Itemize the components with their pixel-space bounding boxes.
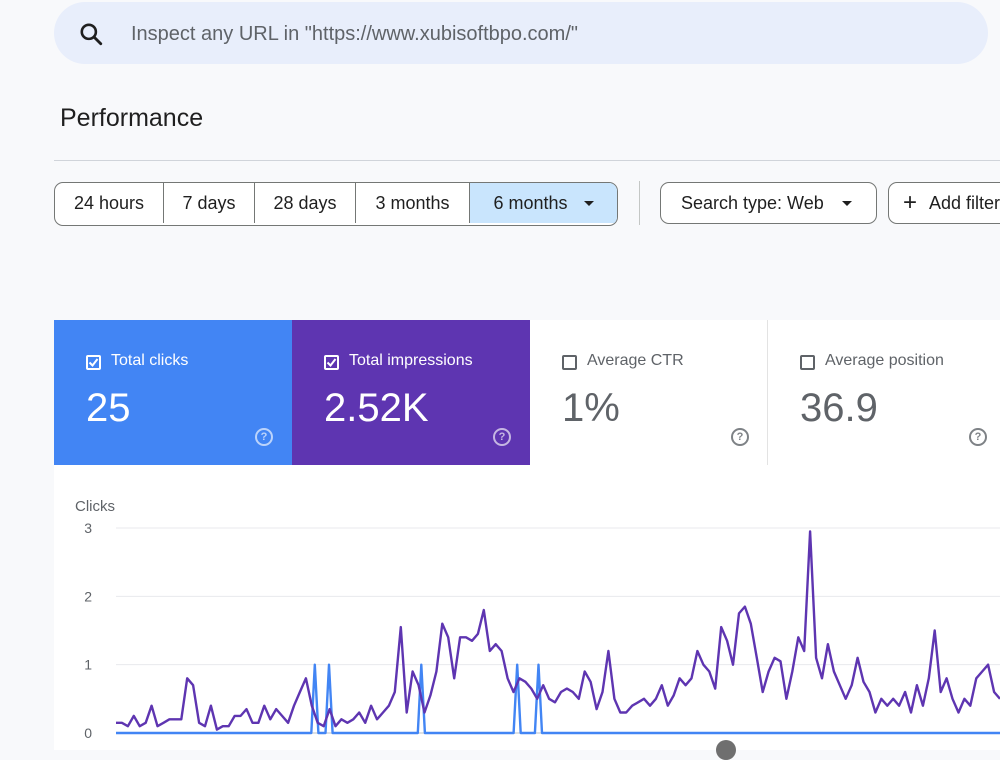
plus-icon: + [903,189,918,216]
help-icon[interactable]: ? [493,428,511,446]
performance-chart-panel: Clicks 0 1 2 3 [54,465,1000,750]
help-icon[interactable]: ? [731,428,749,446]
checkbox-unchecked-icon[interactable] [562,355,577,370]
help-icon[interactable]: ? [969,428,987,446]
dropdown-caret-icon [583,200,594,206]
range-7-days[interactable]: 7 days [164,183,255,223]
y-tick-label: 3 [84,520,92,536]
page-title: Performance [60,104,204,132]
range-24-hours[interactable]: 24 hours [55,183,164,223]
divider [54,160,1000,161]
add-filter-button[interactable]: + Add filter [888,182,1000,224]
range-28-days[interactable]: 28 days [255,183,356,223]
search-icon [80,23,103,46]
y-tick-label: 0 [84,725,92,741]
metric-card-average-ctr[interactable]: Average CTR 1% ? [530,320,768,465]
search-type-filter[interactable]: Search type: Web [660,182,877,224]
range-3-months[interactable]: 3 months [356,183,470,223]
help-icon[interactable]: ? [255,428,273,446]
metric-card-total-clicks[interactable]: Total clicks 25 ? [54,320,292,465]
series-line-total-impressions [116,530,1000,731]
performance-chart: Clicks 0 1 2 3 [75,498,1000,741]
y-tick-label: 1 [84,657,92,673]
dropdown-caret-icon [841,200,852,206]
url-inspect-bar[interactable] [54,2,988,66]
metric-card-total-impressions[interactable]: Total impressions 2.52K ? [292,320,530,465]
url-inspect-input[interactable] [129,2,953,66]
range-6-months[interactable]: 6 months [470,183,617,223]
filter-separator [639,181,640,225]
checkbox-unchecked-icon[interactable] [800,355,815,370]
metric-card-average-position[interactable]: Average position 36.9 ? [768,320,1000,465]
checkbox-checked-icon[interactable] [324,355,339,370]
y-tick-label: 2 [84,588,92,604]
date-range-selector: 24 hours 7 days 28 days 3 months 6 month… [54,182,618,226]
series-line-total-clicks [116,663,1000,735]
checkbox-checked-icon[interactable] [86,355,101,370]
metric-cards: Total clicks 25 ? Total impressions 2.52… [54,320,1000,465]
y-axis-label: Clicks [75,498,115,515]
chart-hover-handle[interactable] [716,740,736,760]
